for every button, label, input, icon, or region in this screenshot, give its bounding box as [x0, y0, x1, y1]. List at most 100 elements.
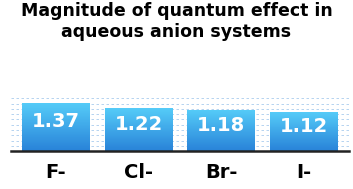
Bar [187, 130, 255, 131]
Bar [270, 128, 338, 129]
Bar [22, 139, 90, 140]
Bar [22, 122, 90, 123]
Bar [187, 135, 255, 136]
Bar [22, 111, 90, 112]
Bar [105, 125, 173, 126]
Bar [22, 126, 90, 127]
Bar [187, 120, 255, 121]
Bar [105, 117, 173, 118]
Bar [187, 122, 255, 123]
Bar [22, 112, 90, 113]
Bar [22, 125, 90, 126]
Bar [270, 114, 338, 115]
Bar [270, 113, 338, 114]
Bar [22, 129, 90, 130]
Bar [187, 125, 255, 126]
Bar [22, 141, 90, 142]
Bar [105, 120, 173, 121]
Bar [22, 127, 90, 128]
Bar [22, 121, 90, 122]
Bar [187, 145, 255, 146]
Bar [105, 150, 173, 151]
Bar [105, 135, 173, 136]
Bar [105, 147, 173, 148]
Bar [187, 119, 255, 120]
Bar [105, 112, 173, 113]
Bar [187, 139, 255, 140]
Bar [22, 107, 90, 108]
Bar [22, 135, 90, 136]
Bar [187, 149, 255, 150]
Bar [105, 128, 173, 129]
Bar [187, 111, 255, 112]
Bar [22, 124, 90, 125]
Bar [22, 133, 90, 134]
Bar [270, 127, 338, 128]
Bar [22, 106, 90, 107]
Bar [105, 130, 173, 131]
Bar [270, 146, 338, 147]
Bar [105, 133, 173, 134]
Bar [22, 150, 90, 151]
Bar [22, 103, 90, 104]
Bar [187, 129, 255, 130]
Bar [270, 148, 338, 149]
Bar [105, 134, 173, 135]
Bar [270, 136, 338, 137]
Bar [187, 118, 255, 119]
Text: 1.22: 1.22 [115, 115, 163, 134]
Bar [22, 120, 90, 121]
Bar [105, 132, 173, 133]
Bar [270, 134, 338, 135]
Text: 1.37: 1.37 [32, 112, 80, 131]
Bar [270, 135, 338, 136]
Bar [270, 139, 338, 140]
Bar [105, 123, 173, 124]
Bar [187, 113, 255, 114]
Bar [105, 116, 173, 117]
Bar [187, 114, 255, 115]
Bar [270, 112, 338, 113]
Bar [105, 121, 173, 122]
Bar [270, 126, 338, 127]
Bar [270, 122, 338, 123]
Bar [105, 143, 173, 144]
Bar [22, 147, 90, 148]
Bar [105, 124, 173, 125]
Bar [22, 148, 90, 149]
Bar [105, 114, 173, 115]
Bar [270, 143, 338, 144]
Bar [22, 142, 90, 143]
Bar [22, 110, 90, 111]
Bar [22, 145, 90, 146]
Bar [22, 140, 90, 141]
Bar [187, 140, 255, 141]
Bar [187, 141, 255, 142]
Bar [22, 132, 90, 133]
Bar [105, 115, 173, 116]
Bar [22, 144, 90, 145]
Bar [105, 140, 173, 141]
Bar [187, 147, 255, 148]
Bar [105, 149, 173, 150]
Bar [22, 134, 90, 135]
Bar [22, 130, 90, 131]
Bar [187, 148, 255, 149]
Bar [22, 116, 90, 117]
Bar [22, 115, 90, 116]
Bar [105, 148, 173, 149]
Bar [105, 146, 173, 147]
Bar [187, 132, 255, 133]
Text: 1.12: 1.12 [280, 117, 328, 136]
Bar [270, 147, 338, 148]
Bar [187, 134, 255, 135]
Bar [187, 142, 255, 143]
Bar [105, 118, 173, 119]
Bar [270, 116, 338, 117]
Bar [105, 145, 173, 146]
Bar [187, 124, 255, 125]
Bar [105, 138, 173, 139]
Bar [105, 122, 173, 123]
Bar [270, 137, 338, 138]
Bar [270, 132, 338, 133]
